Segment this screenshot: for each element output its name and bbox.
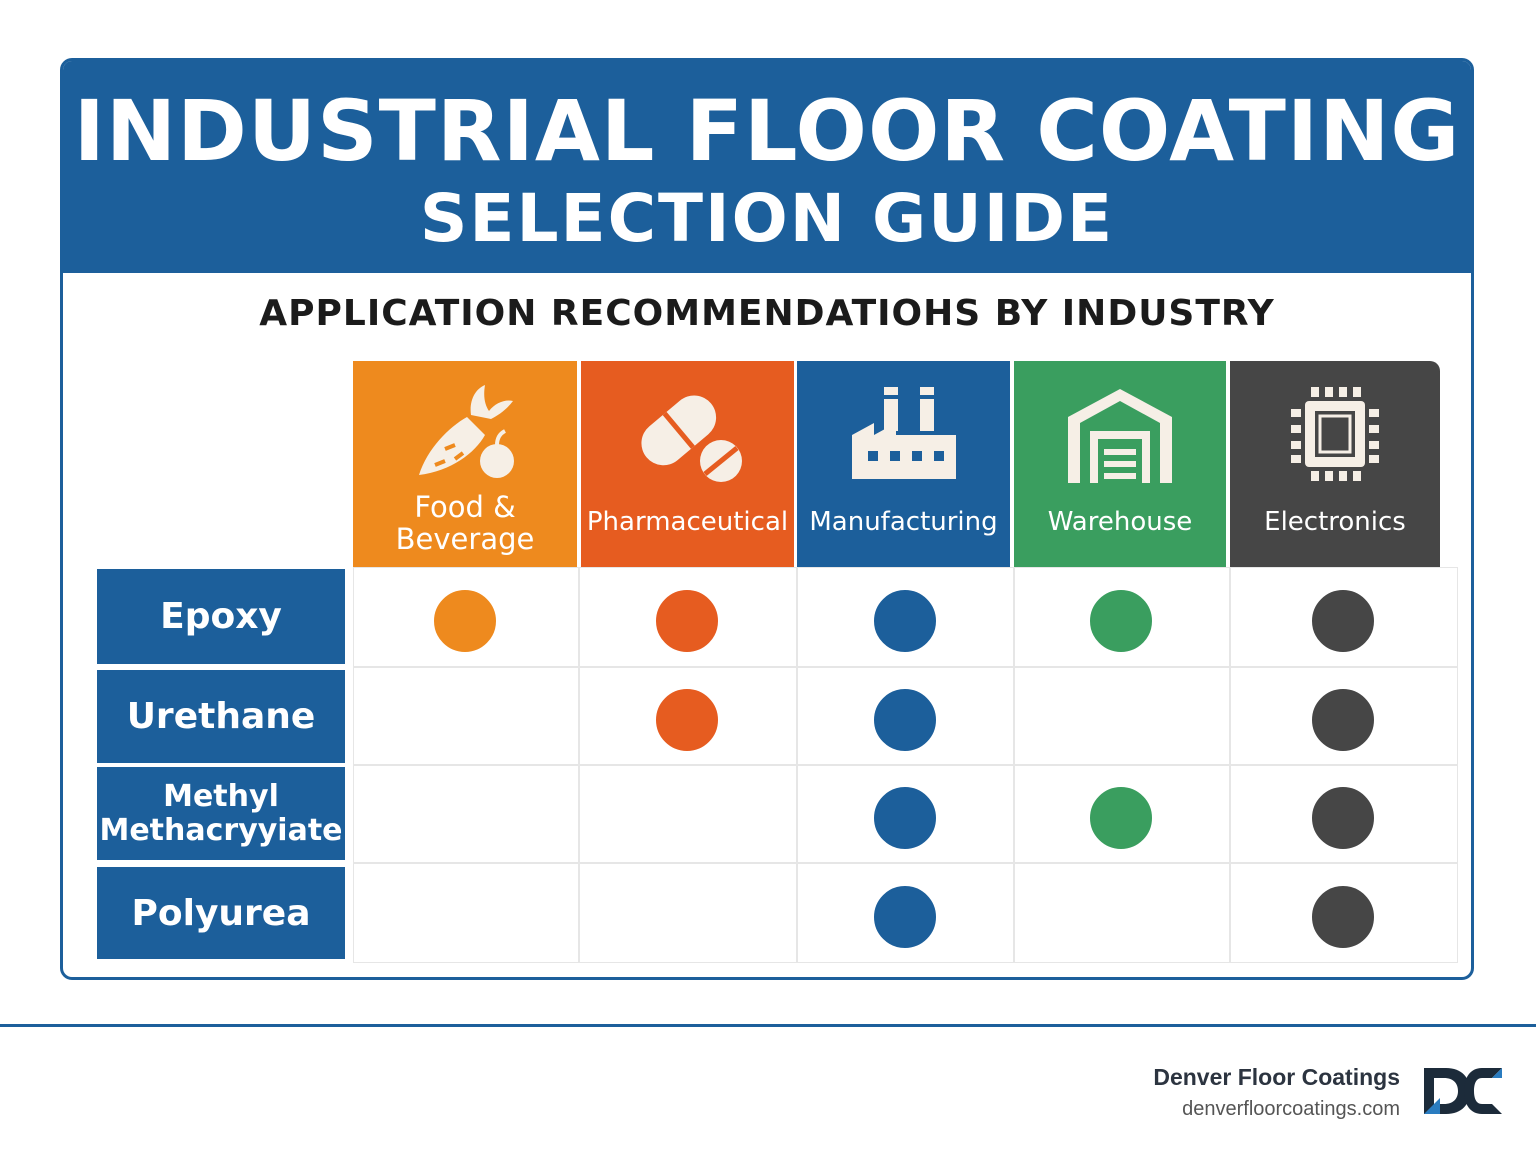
grid-cell bbox=[1014, 667, 1230, 765]
guide-card: INDUSTRIAL FLOOR COATING SELECTION GUIDE… bbox=[60, 58, 1474, 980]
carrot-apple-icon bbox=[419, 385, 514, 478]
row-label-urethane: Urethane bbox=[97, 670, 345, 763]
footer-rule bbox=[0, 1024, 1536, 1027]
brand-name: Denver Floor Coatings bbox=[1153, 1064, 1400, 1090]
header-pharmaceutical: Pharmaceutical bbox=[581, 361, 794, 567]
header-warehouse: Warehouse bbox=[1014, 361, 1226, 567]
grid-cell bbox=[353, 765, 579, 863]
grid-cell bbox=[353, 667, 579, 765]
header-electronics: Electronics bbox=[1230, 361, 1440, 567]
factory-icon bbox=[851, 387, 956, 479]
row-label-polyurea: Polyurea bbox=[97, 867, 345, 959]
warehouse-icon bbox=[1068, 389, 1172, 483]
recommended-dot bbox=[873, 787, 936, 849]
subtitle: APPLICATION RECOMMENDATIOHS BY INDUSTRY bbox=[259, 293, 1275, 334]
header-manufacturing: Manufacturing bbox=[797, 361, 1010, 567]
grid-cell bbox=[1014, 863, 1230, 963]
recommended-dot bbox=[1312, 787, 1374, 849]
title-line-1: INDUSTRIAL FLOOR COATING bbox=[73, 82, 1461, 180]
grid-cell bbox=[353, 863, 579, 963]
recommended-dot bbox=[434, 590, 496, 652]
header-food-beverage: Food & Beverage bbox=[353, 361, 577, 567]
grid-cell bbox=[579, 863, 797, 963]
recommended-dot bbox=[873, 886, 936, 948]
header-label: Pharmaceutical bbox=[586, 507, 789, 537]
recommended-dot bbox=[656, 689, 718, 751]
microchip-icon bbox=[1291, 387, 1379, 481]
header-label: Warehouse bbox=[1047, 507, 1193, 537]
recommended-dot bbox=[1312, 886, 1374, 948]
recommended-dot bbox=[873, 689, 936, 751]
brand-logo bbox=[1424, 1068, 1502, 1114]
brand-url: denverfloorcoatings.com bbox=[1182, 1098, 1400, 1120]
pill-icon bbox=[640, 395, 742, 482]
recommended-dot bbox=[656, 590, 718, 652]
title-line-2: SELECTION GUIDE bbox=[419, 180, 1115, 257]
header-label: Electronics bbox=[1264, 507, 1406, 537]
row-label-epoxy: Epoxy bbox=[97, 569, 345, 664]
title-banner: INDUSTRIAL FLOOR COATING SELECTION GUIDE bbox=[63, 61, 1471, 273]
recommended-dot bbox=[1312, 590, 1374, 652]
recommended-dot bbox=[1090, 590, 1152, 652]
header-label: Food & Beverage bbox=[395, 490, 535, 556]
header-label: Manufacturing bbox=[809, 507, 998, 537]
recommended-dot bbox=[1312, 689, 1374, 751]
grid-cell bbox=[579, 765, 797, 863]
row-label-methyl-methacrylate: Methyl Methacryyiate bbox=[97, 767, 345, 860]
recommended-dot bbox=[873, 590, 936, 652]
recommended-dot bbox=[1090, 787, 1152, 849]
